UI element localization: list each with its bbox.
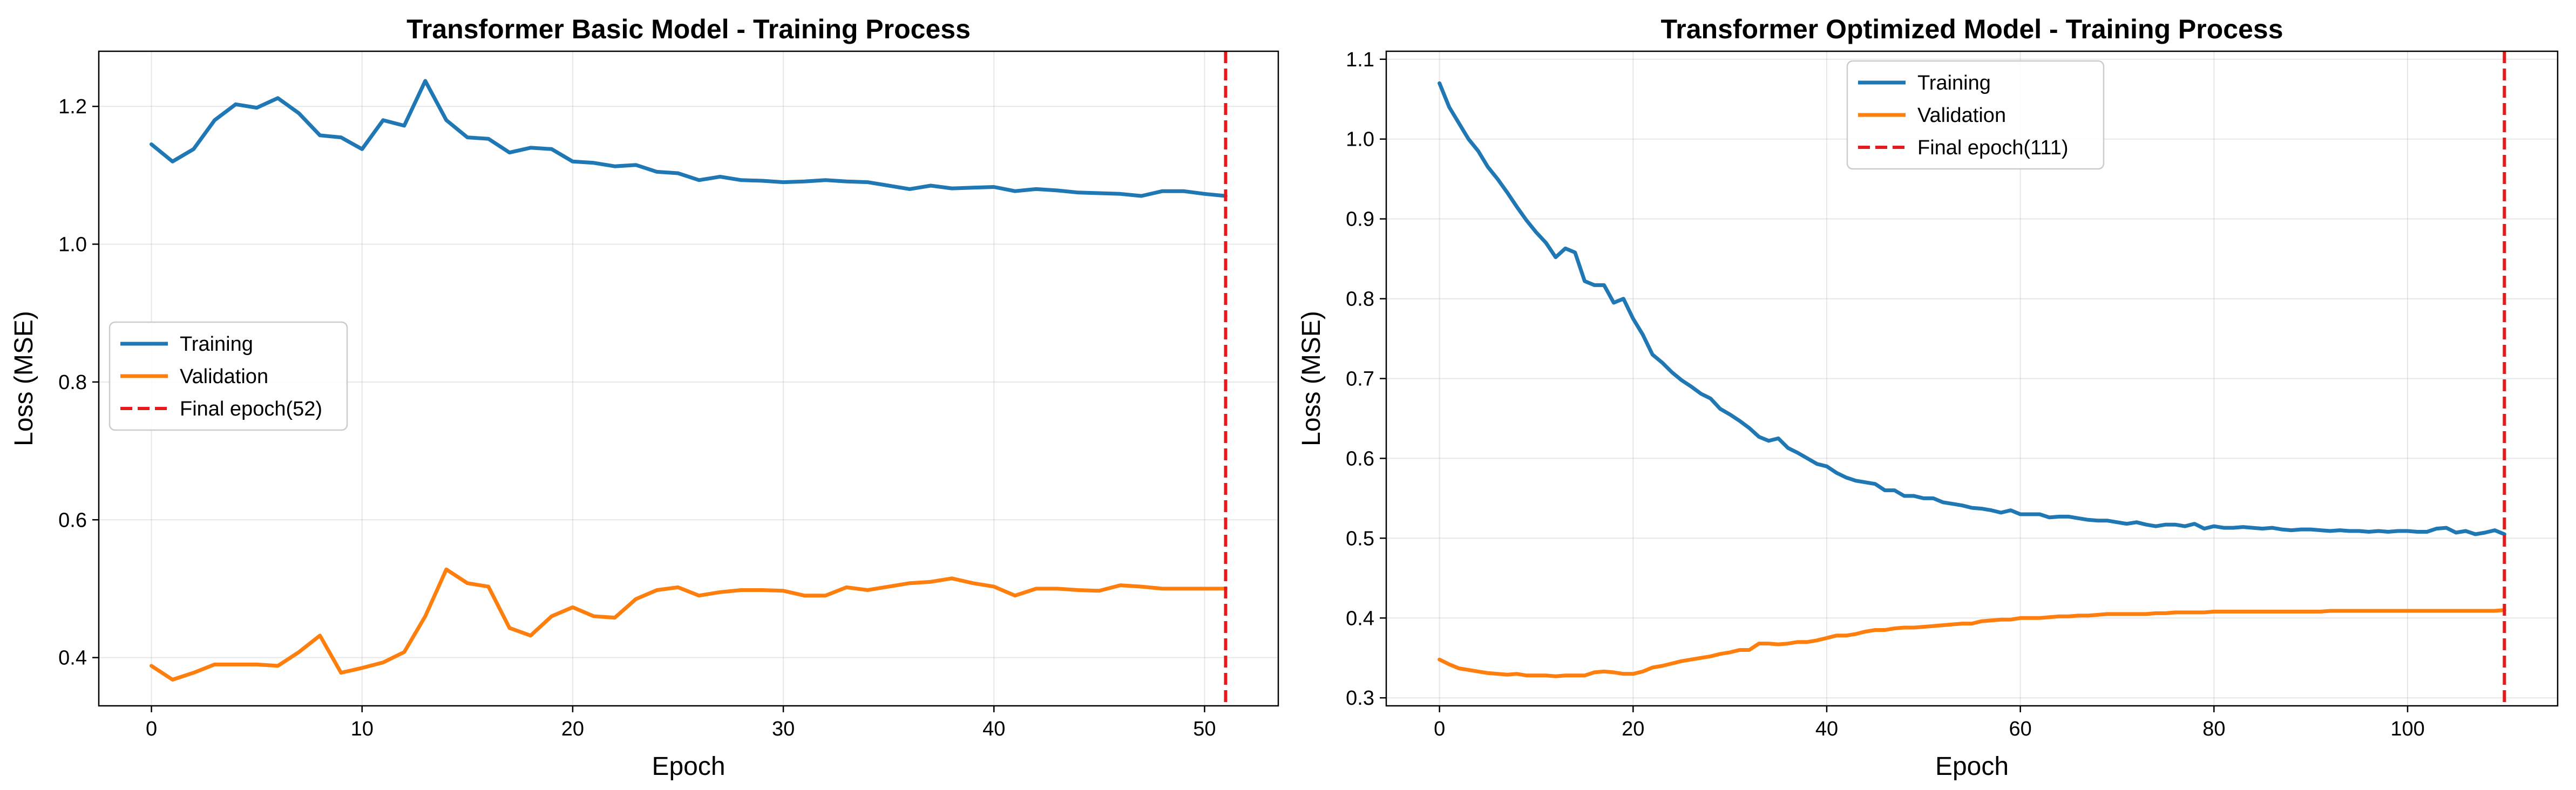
basic-chart-title: Transformer Basic Model - Training Proce… [406, 14, 971, 44]
basic-y-tick-label: 0.6 [58, 509, 87, 532]
basic-legend-box [109, 321, 348, 431]
optimized-x-tick-label: 100 [2390, 718, 2424, 740]
basic-x-tick-label: 30 [772, 718, 795, 740]
optimized-y-tick-label: 1.0 [1346, 128, 1374, 151]
optimized-y-tick-label: 0.3 [1346, 687, 1374, 710]
optimized-y-tick-label: 0.7 [1346, 368, 1374, 391]
basic-y-gridlines [99, 106, 1278, 658]
optimized-chart-title: Transformer Optimized Model - Training P… [1660, 14, 2283, 44]
optimized-x-tick-label: 0 [1434, 718, 1445, 740]
basic-y-tick-label: 1.2 [58, 96, 87, 118]
optimized-training-line [1438, 81, 2506, 536]
optimized-validation-line [1438, 608, 2506, 678]
basic-legend-training-label: Training [180, 333, 253, 356]
optimized-y-tick-label: 0.8 [1346, 288, 1374, 311]
optimized-y-tick-label: 0.9 [1346, 208, 1374, 231]
basic-x-tick-label: 40 [982, 718, 1005, 740]
optimized-legend-final-epoch-label: Final epoch(111) [1917, 137, 2069, 159]
basic-x-tick-label: 0 [146, 718, 157, 740]
optimized-x-tick-label: 60 [2009, 718, 2032, 740]
optimized-x-axis-label: Epoch [1935, 752, 2009, 781]
basic-y-ticks: 0.4 0.6 0.8 1.0 1.2 [58, 96, 99, 670]
optimized-series-group [1438, 81, 2506, 678]
basic-y-tick-label: 0.8 [58, 371, 87, 394]
basic-series-group [150, 79, 1228, 682]
basic-x-tick-label: 10 [351, 718, 374, 740]
basic-plot-frame [98, 50, 1279, 707]
basic-y-tick-label: 1.0 [58, 234, 87, 256]
optimized-y-gridlines [1386, 58, 2558, 699]
optimized-y-tick-label: 0.4 [1346, 607, 1374, 630]
basic-legend: Training Validation Final epoch(52) [109, 321, 348, 431]
basic-legend-validation-label: Validation [180, 365, 268, 388]
basic-x-axis-label: Epoch [652, 752, 725, 781]
basic-x-tick-label: 20 [561, 718, 584, 740]
basic-y-tick-label: 0.4 [58, 647, 87, 670]
basic-x-ticks: 0 10 20 30 40 50 [146, 706, 1216, 740]
optimized-x-tick-label: 20 [1622, 718, 1644, 740]
basic-x-tick-label: 50 [1193, 718, 1216, 740]
basic-legend-final-epoch-label: Final epoch(52) [180, 398, 322, 420]
basic-model-panel: 0 10 20 30 40 50 0.4 0.6 0.8 1.0 1.2 Transformer … [10, 14, 1279, 781]
optimized-x-tick-label: 40 [1815, 718, 1838, 740]
optimized-y-tick-label: 1.1 [1346, 49, 1374, 71]
basic-y-axis-label: Loss (MSE) [10, 311, 38, 446]
optimized-x-ticks: 0 20 40 60 80 100 [1434, 706, 2425, 740]
optimized-y-ticks: 0.3 0.4 0.5 0.6 0.7 0.8 0.9 1.0 1.1 [1346, 49, 1386, 710]
basic-validation-line [150, 567, 1228, 682]
optimized-model-panel: 0 20 40 60 80 100 0.3 0.4 0.5 0.6 0.7 0.8 0.9 1.0 1.1… [1297, 14, 2559, 781]
optimized-legend-validation-label: Validation [1917, 104, 2006, 127]
basic-training-line [150, 79, 1228, 198]
optimized-x-gridlines [1439, 51, 2409, 706]
optimized-y-tick-label: 0.5 [1346, 527, 1374, 550]
optimized-legend: Training Validation Final epoch(111) [1846, 60, 2105, 170]
optimized-legend-training-label: Training [1917, 72, 1991, 94]
optimized-x-tick-label: 80 [2202, 718, 2225, 740]
optimized-y-tick-label: 0.6 [1346, 447, 1374, 470]
optimized-y-axis-label: Loss (MSE) [1297, 311, 1326, 446]
optimized-legend-box [1846, 60, 2105, 170]
